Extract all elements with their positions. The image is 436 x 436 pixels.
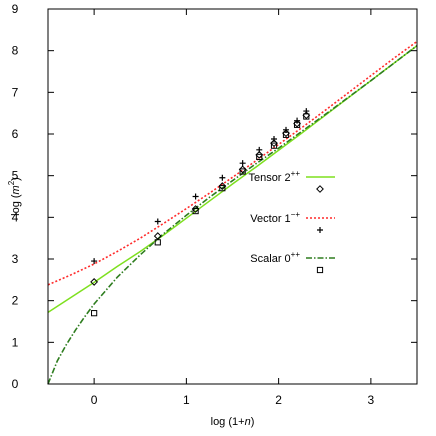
data-point-scalar [270, 142, 278, 149]
data-point-scalar [256, 153, 263, 161]
axis-ticks-layer: 0 1 2 3 0 1 2 3 4 5 6 7 8 9 [12, 2, 417, 407]
data-point-scalar [282, 131, 290, 138]
data-point-tensor [218, 182, 227, 190]
legend-marker-scalar [316, 266, 324, 274]
plot-frame [47, 8, 418, 385]
legend: Tensor 2++ Vector 1−+ Scalar 0++ [248, 169, 335, 274]
legend-marker-vector [317, 227, 323, 233]
x-tick-label: 1 [183, 393, 190, 407]
data-point-vector [192, 193, 199, 200]
y-axis-title-suffix: ) [10, 177, 22, 181]
series-line-scalar [47, 45, 418, 385]
data-point-vector [154, 218, 161, 225]
data-point-tensor [238, 165, 247, 174]
series-line-vector [47, 40, 418, 286]
data-point-scalar [192, 207, 199, 215]
data-point-vector [239, 160, 246, 167]
data-point-tensor [90, 278, 99, 286]
data-point-scalar [154, 239, 161, 246]
data-point-tensor [270, 139, 278, 148]
y-tick-label: 9 [12, 2, 19, 16]
y-axis-title-var: m [10, 185, 22, 194]
legend-marker-symbol [317, 227, 323, 233]
legend-marker-symbol [316, 266, 324, 274]
y-tick-label: 8 [12, 44, 19, 58]
y-tick-label: 3 [12, 252, 19, 266]
x-tick-label: 2 [275, 393, 282, 407]
legend-entry-vector: Vector 1−+ [250, 210, 335, 233]
y-axis-title-sup: 2 [7, 180, 16, 185]
legend-label-tensor: Tensor 2++ [248, 169, 300, 184]
y-tick-label: 4 [12, 210, 19, 224]
data-point-vector [271, 136, 278, 142]
legend-label-vector: Vector 1−+ [250, 210, 300, 225]
series-lines-layer [47, 40, 418, 385]
series-line-tensor [47, 45, 418, 313]
data-point-scalar [293, 121, 301, 128]
y-tick-label: 0 [12, 377, 19, 391]
x-axis-title-suffix: ) [251, 416, 255, 428]
x-axis-title-prefix: log (1+ [211, 416, 245, 428]
data-point-vector [303, 108, 310, 115]
x-tick-label: 3 [368, 393, 375, 407]
data-point-scalar [303, 113, 310, 120]
x-axis-title-var: n [245, 416, 251, 428]
data-points-layer [90, 108, 311, 317]
data-point-scalar [91, 310, 98, 317]
data-point-tensor [255, 150, 264, 159]
data-point-scalar [239, 168, 246, 175]
legend-label-scalar: Scalar 0++ [250, 250, 300, 265]
y-tick-label: 2 [12, 294, 19, 308]
y-axis-title-prefix: log ( [10, 194, 22, 216]
y-axis-title: log (m2) [7, 177, 22, 216]
legend-marker-symbol [316, 185, 324, 193]
data-point-vector [91, 258, 98, 265]
y-tick-label: 6 [12, 127, 19, 141]
legend-entry-tensor: Tensor 2++ [248, 169, 335, 193]
data-point-tensor [191, 205, 200, 213]
legend-marker-tensor [316, 185, 324, 193]
x-axis-title: log (1+n) [211, 416, 255, 428]
data-point-scalar [219, 185, 226, 192]
data-point-vector [256, 146, 263, 153]
data-point-vector [219, 174, 226, 181]
y-tick-label: 5 [12, 169, 19, 183]
legend-entry-scalar: Scalar 0++ [250, 250, 335, 274]
y-tick-label: 1 [12, 335, 19, 349]
y-tick-label: 7 [12, 85, 19, 99]
x-tick-label: 0 [91, 393, 98, 407]
